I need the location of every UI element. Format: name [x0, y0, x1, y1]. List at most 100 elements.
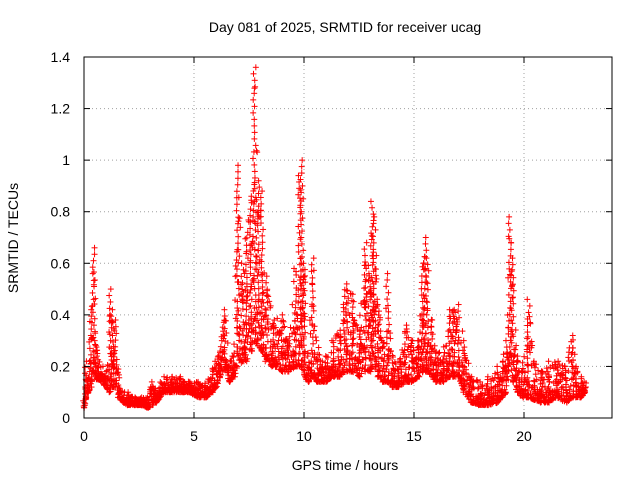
- data-point: [401, 341, 408, 348]
- data-point: [221, 306, 228, 313]
- data-point: [298, 298, 305, 305]
- x-tick-label: 20: [516, 428, 532, 444]
- data-point: [263, 306, 270, 313]
- data-point: [310, 327, 317, 334]
- data-point: [264, 338, 271, 345]
- data-point: [286, 333, 293, 340]
- data-point: [363, 317, 370, 324]
- data-point: [274, 340, 281, 347]
- data-point: [265, 293, 272, 300]
- data-point: [358, 370, 365, 377]
- data-point: [251, 174, 258, 181]
- data-point: [262, 352, 269, 359]
- x-tick-label: 5: [190, 428, 198, 444]
- x-tick-label: 15: [406, 428, 422, 444]
- data-point: [287, 324, 294, 331]
- data-point: [91, 277, 98, 284]
- data-point: [265, 357, 272, 364]
- data-point: [455, 308, 462, 315]
- data-point: [234, 353, 241, 360]
- data-point: [341, 337, 348, 344]
- data-point: [363, 239, 370, 246]
- data-point: [236, 215, 243, 222]
- data-point: [250, 70, 257, 77]
- data-point: [109, 306, 116, 313]
- data-point: [525, 368, 532, 375]
- data-point: [524, 355, 531, 362]
- data-point: [259, 232, 266, 239]
- data-point: [455, 354, 462, 361]
- data-point: [383, 340, 390, 347]
- data-point: [91, 244, 98, 251]
- data-point: [244, 355, 251, 362]
- data-point: [252, 142, 259, 149]
- data-point: [231, 341, 238, 348]
- data-point: [423, 247, 430, 254]
- data-point: [90, 257, 97, 264]
- data-point: [253, 234, 260, 241]
- data-point: [230, 354, 237, 361]
- data-point: [251, 90, 258, 97]
- data-point: [310, 294, 317, 301]
- data-point: [247, 286, 254, 293]
- data-point: [250, 155, 257, 162]
- data-point: [106, 292, 113, 299]
- data-point: [361, 252, 368, 259]
- data-point: [106, 305, 113, 312]
- data-point: [429, 335, 436, 342]
- data-point: [349, 304, 356, 311]
- data-point: [107, 311, 114, 318]
- data-point: [525, 309, 532, 316]
- y-tick-label: 0.4: [51, 307, 71, 323]
- data-point: [251, 122, 258, 129]
- data-point: [423, 274, 430, 281]
- data-point: [89, 270, 96, 277]
- data-point: [567, 382, 574, 389]
- data-point: [429, 317, 436, 324]
- data-point: [252, 259, 259, 266]
- data-point: [422, 330, 429, 337]
- data-point: [246, 303, 253, 310]
- data-point: [234, 181, 241, 188]
- data-point: [506, 213, 513, 220]
- data-point: [113, 356, 120, 363]
- data-point: [527, 349, 534, 356]
- data-point: [336, 361, 343, 368]
- y-axis-label: SRMTID / TECUs: [5, 183, 21, 293]
- x-tick-label: 10: [296, 428, 312, 444]
- data-point: [238, 273, 245, 280]
- data-point: [293, 311, 300, 318]
- data-point: [254, 272, 261, 279]
- data-point: [234, 305, 241, 312]
- data-point: [251, 129, 258, 136]
- data-point: [111, 350, 118, 357]
- data-point: [232, 315, 239, 322]
- data-point: [309, 281, 316, 288]
- data-point: [488, 378, 495, 385]
- data-point: [243, 234, 250, 241]
- data-point: [383, 283, 390, 290]
- data-point: [198, 383, 205, 390]
- data-point: [385, 289, 392, 296]
- y-tick-label: 0.8: [51, 204, 71, 220]
- data-point: [89, 289, 96, 296]
- data-point: [235, 168, 242, 175]
- data-point: [233, 324, 240, 331]
- data-point: [107, 286, 114, 293]
- data-point: [233, 188, 240, 195]
- data-point: [89, 264, 96, 271]
- data-point: [234, 175, 241, 182]
- data-point: [235, 233, 242, 240]
- data-point: [340, 301, 347, 308]
- data-point: [82, 364, 89, 371]
- data-point: [234, 240, 241, 247]
- data-point: [272, 324, 279, 331]
- data-point: [384, 276, 391, 283]
- data-point: [233, 207, 240, 214]
- data-point: [340, 316, 347, 323]
- data-point: [251, 161, 258, 168]
- data-point: [343, 280, 350, 287]
- data-point: [232, 273, 239, 280]
- data-point: [114, 369, 121, 376]
- data-point: [459, 328, 466, 335]
